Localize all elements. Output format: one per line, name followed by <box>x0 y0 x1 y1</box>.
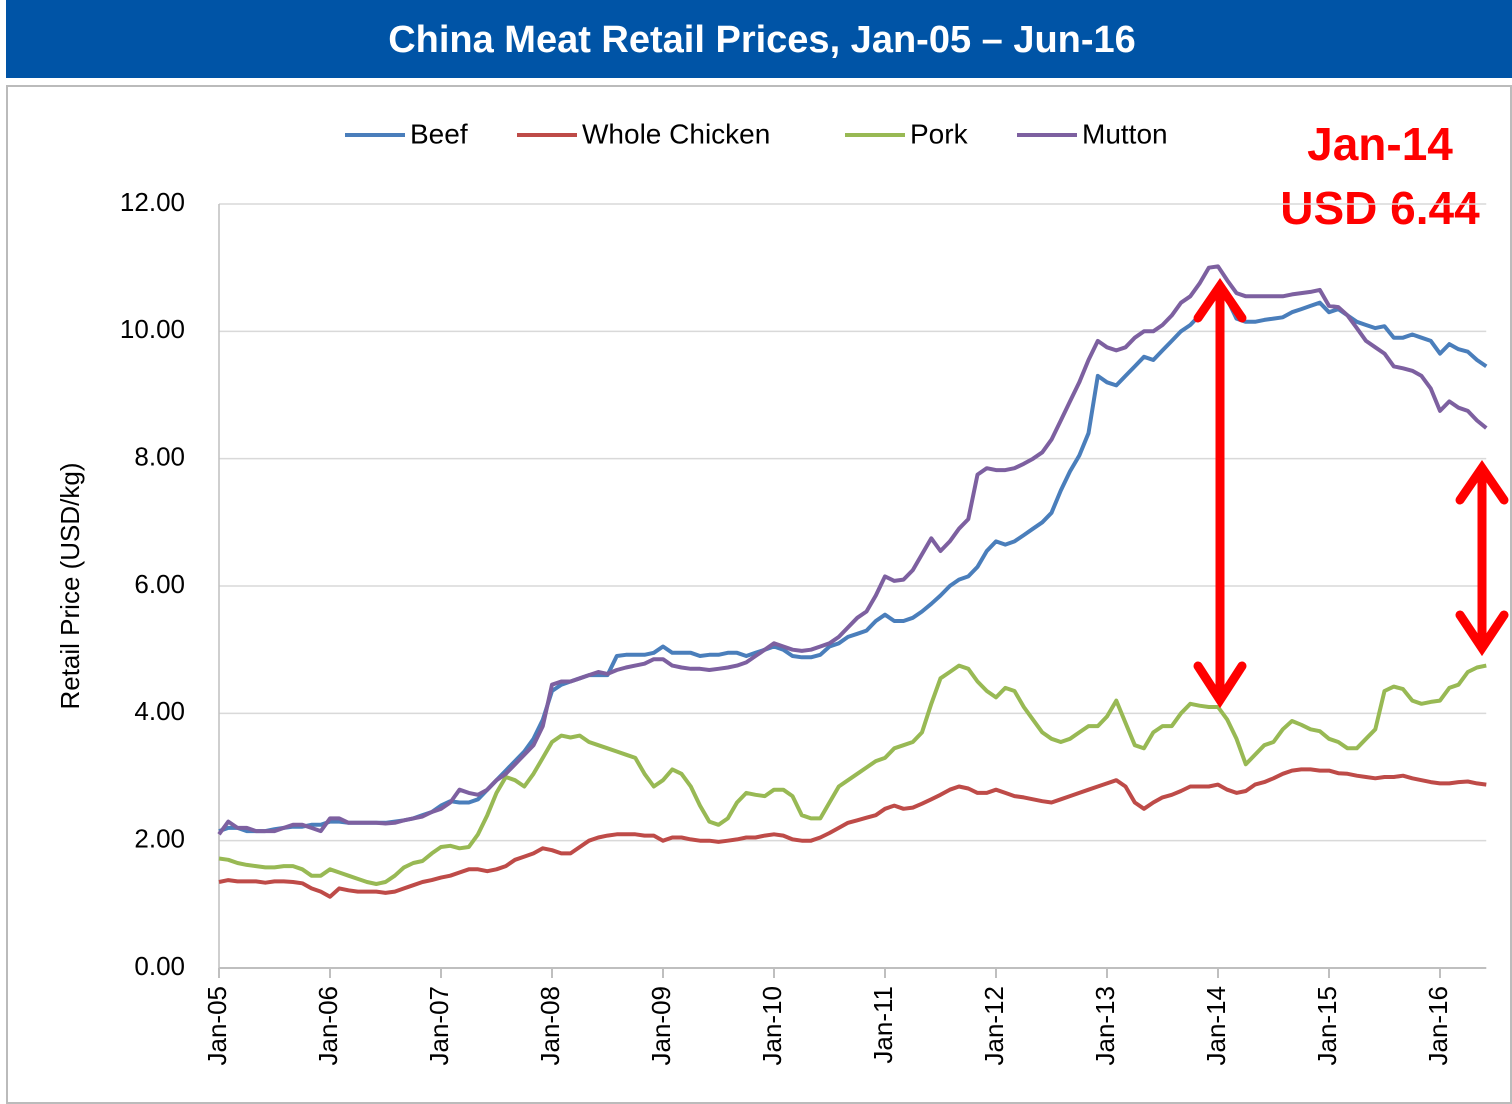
y-tick-label: 0.00 <box>134 951 185 981</box>
x-tick-label: Jan-11 <box>868 986 898 1064</box>
x-tick-label: Jan-12 <box>979 986 1009 1066</box>
arrow-head <box>1193 661 1247 709</box>
y-tick-label: 10.00 <box>120 314 185 344</box>
y-tick-label: 4.00 <box>134 696 185 726</box>
x-tick-label: Jan-08 <box>535 986 565 1066</box>
x-tick-label: Jan-15 <box>1312 986 1342 1066</box>
arrow-head <box>1455 460 1509 505</box>
x-tick-label: Jan-10 <box>757 986 787 1066</box>
x-tick-label: Jan-13 <box>1090 986 1120 1066</box>
x-tick-label: Jan-05 <box>202 986 232 1066</box>
series-line <box>218 767 1487 899</box>
x-tick-label: Jan-07 <box>424 986 454 1066</box>
legend-item: Beef <box>345 118 468 149</box>
plot-frame <box>6 85 1512 1104</box>
y-tick-label: 8.00 <box>134 442 185 472</box>
arrow-head <box>1455 610 1509 657</box>
legend-item: Whole Chicken <box>517 118 770 149</box>
chart-title: China Meat Retail Prices, Jan-05 – Jun-1… <box>388 19 1136 61</box>
arrow-head <box>1193 278 1247 323</box>
legend-label: Mutton <box>1082 118 1168 149</box>
title-banner <box>6 0 1512 78</box>
legend-label: Whole Chicken <box>582 118 770 149</box>
arrows <box>1193 278 1509 709</box>
x-tick-label: Jan-06 <box>313 986 343 1066</box>
annotation: USD 6.44 <box>1280 182 1480 234</box>
legend-item: Mutton <box>1017 118 1168 149</box>
x-tick-label: Jan-09 <box>646 986 676 1066</box>
plot-area: 0.00 2.00 4.00 6.00 8.00 10.00 12.00 Jan-05 Jan-… <box>120 118 1488 1066</box>
legend-label: Pork <box>910 118 969 149</box>
series-line <box>217 264 1488 836</box>
series-line <box>218 663 1487 886</box>
x-tick-label: Jan-14 <box>1201 986 1231 1066</box>
y-tick-label: 12.00 <box>120 187 185 217</box>
y-tick-label: 6.00 <box>134 569 185 599</box>
series-line <box>218 291 1488 834</box>
legend-label: Beef <box>410 118 468 149</box>
legend-item: Pork <box>845 118 969 149</box>
y-axis-label: Retail Price (USD/kg) <box>55 462 85 709</box>
annotation: Jan-14 <box>1307 118 1453 170</box>
y-tick-label: 2.00 <box>134 824 185 854</box>
x-tick-label: Jan-16 <box>1423 986 1453 1066</box>
